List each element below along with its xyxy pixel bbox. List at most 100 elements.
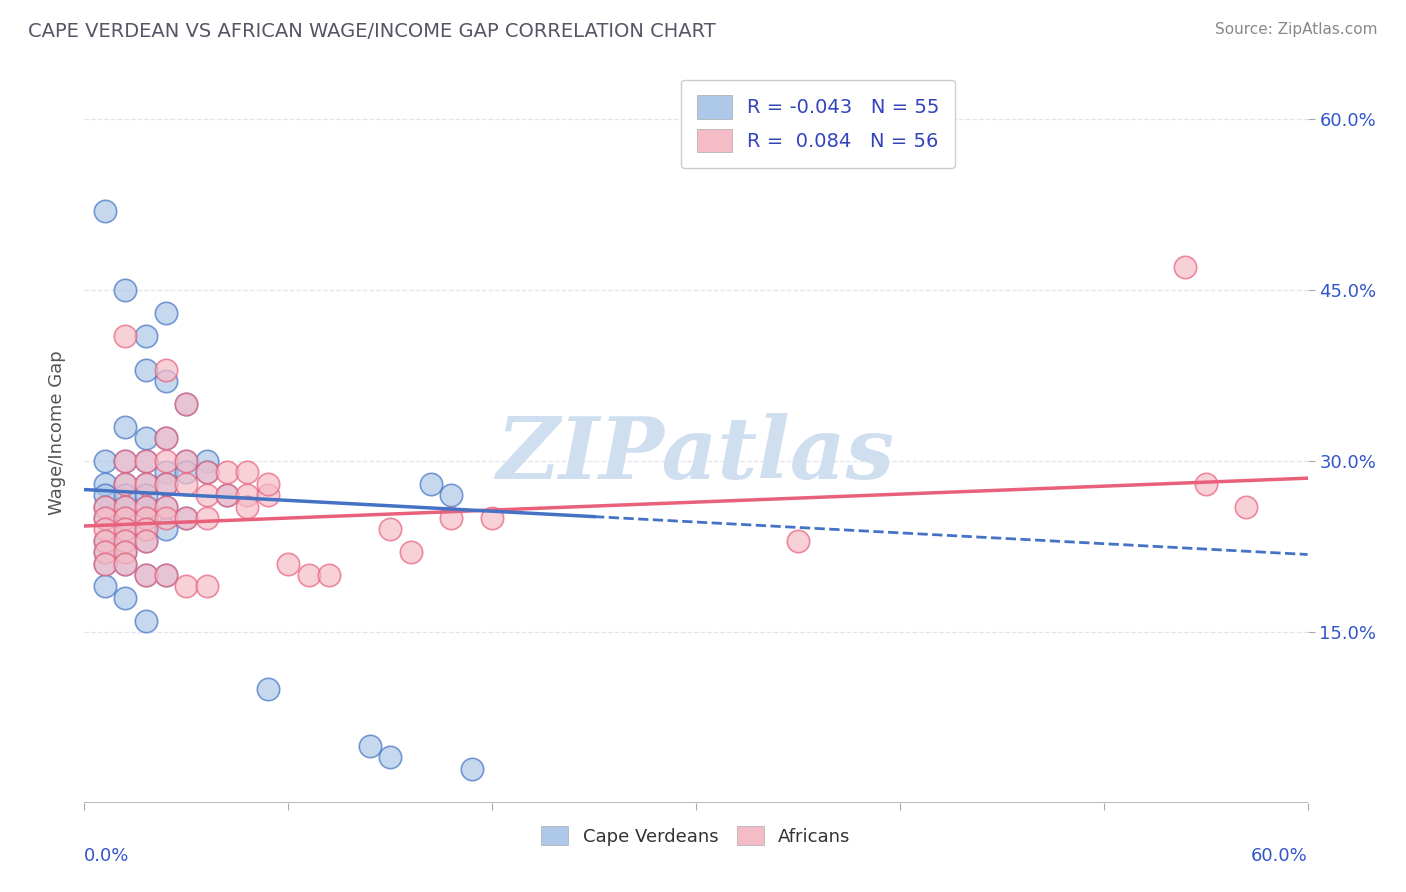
Point bbox=[114, 420, 136, 434]
Point bbox=[155, 568, 177, 582]
Point bbox=[114, 511, 136, 525]
Point bbox=[93, 545, 115, 559]
Point bbox=[174, 511, 197, 525]
Point bbox=[93, 476, 115, 491]
Point bbox=[114, 557, 136, 571]
Point bbox=[155, 568, 177, 582]
Point bbox=[440, 511, 463, 525]
Point bbox=[195, 579, 218, 593]
Point bbox=[93, 511, 115, 525]
Point bbox=[93, 579, 115, 593]
Point bbox=[114, 545, 136, 559]
Point bbox=[114, 476, 136, 491]
Point bbox=[174, 466, 197, 480]
Point bbox=[174, 454, 197, 468]
Point bbox=[135, 500, 157, 514]
Point bbox=[135, 614, 157, 628]
Point bbox=[195, 466, 218, 480]
Point bbox=[155, 476, 177, 491]
Point bbox=[217, 488, 239, 502]
Point bbox=[257, 488, 280, 502]
Point bbox=[114, 591, 136, 605]
Point bbox=[195, 511, 218, 525]
Point bbox=[135, 523, 157, 537]
Point bbox=[135, 454, 157, 468]
Text: Source: ZipAtlas.com: Source: ZipAtlas.com bbox=[1215, 22, 1378, 37]
Point bbox=[114, 476, 136, 491]
Point bbox=[461, 762, 484, 776]
Point bbox=[155, 306, 177, 320]
Point bbox=[114, 488, 136, 502]
Point bbox=[155, 511, 177, 525]
Point bbox=[135, 511, 157, 525]
Point bbox=[155, 375, 177, 389]
Point bbox=[440, 488, 463, 502]
Point bbox=[174, 454, 197, 468]
Point bbox=[174, 397, 197, 411]
Point bbox=[93, 511, 115, 525]
Point bbox=[93, 454, 115, 468]
Point bbox=[135, 454, 157, 468]
Point bbox=[114, 523, 136, 537]
Point bbox=[174, 511, 197, 525]
Text: 60.0%: 60.0% bbox=[1251, 847, 1308, 865]
Point bbox=[195, 488, 218, 502]
Point bbox=[174, 579, 197, 593]
Point bbox=[399, 545, 422, 559]
Point bbox=[135, 476, 157, 491]
Point bbox=[114, 545, 136, 559]
Point bbox=[114, 511, 136, 525]
Point bbox=[135, 511, 157, 525]
Point bbox=[380, 750, 402, 764]
Point bbox=[195, 466, 218, 480]
Point bbox=[135, 533, 157, 548]
Point bbox=[93, 533, 115, 548]
Point bbox=[277, 557, 299, 571]
Point bbox=[135, 431, 157, 445]
Point bbox=[217, 488, 239, 502]
Point bbox=[155, 431, 177, 445]
Point bbox=[93, 488, 115, 502]
Legend: Cape Verdeans, Africans: Cape Verdeans, Africans bbox=[534, 819, 858, 853]
Point bbox=[380, 523, 402, 537]
Point bbox=[1236, 500, 1258, 514]
Point bbox=[420, 476, 443, 491]
Point bbox=[155, 500, 177, 514]
Point bbox=[114, 283, 136, 297]
Point bbox=[135, 533, 157, 548]
Point bbox=[155, 454, 177, 468]
Point bbox=[93, 545, 115, 559]
Point bbox=[236, 500, 259, 514]
Point bbox=[135, 363, 157, 377]
Point bbox=[155, 476, 177, 491]
Point bbox=[257, 476, 280, 491]
Point bbox=[93, 557, 115, 571]
Text: ZIPatlas: ZIPatlas bbox=[496, 413, 896, 497]
Point bbox=[1174, 260, 1197, 275]
Point bbox=[174, 397, 197, 411]
Point bbox=[114, 557, 136, 571]
Point bbox=[135, 568, 157, 582]
Point bbox=[135, 568, 157, 582]
Point bbox=[114, 533, 136, 548]
Text: CAPE VERDEAN VS AFRICAN WAGE/INCOME GAP CORRELATION CHART: CAPE VERDEAN VS AFRICAN WAGE/INCOME GAP … bbox=[28, 22, 716, 41]
Point bbox=[93, 203, 115, 218]
Point bbox=[114, 454, 136, 468]
Point bbox=[135, 523, 157, 537]
Point bbox=[174, 476, 197, 491]
Point bbox=[114, 328, 136, 343]
Point bbox=[114, 454, 136, 468]
Y-axis label: Wage/Income Gap: Wage/Income Gap bbox=[48, 351, 66, 515]
Point bbox=[114, 523, 136, 537]
Point bbox=[135, 476, 157, 491]
Point bbox=[1195, 476, 1218, 491]
Point bbox=[114, 500, 136, 514]
Point bbox=[114, 500, 136, 514]
Point bbox=[155, 523, 177, 537]
Point bbox=[93, 557, 115, 571]
Point bbox=[359, 739, 381, 753]
Point bbox=[318, 568, 340, 582]
Point bbox=[236, 488, 259, 502]
Point bbox=[155, 500, 177, 514]
Point bbox=[135, 500, 157, 514]
